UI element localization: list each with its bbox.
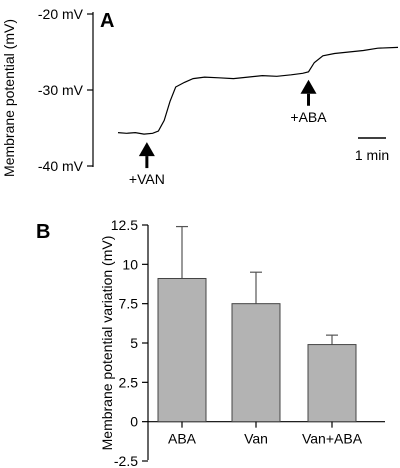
panel-b-y-tick-label: 2.5 [119,374,139,390]
panel-a-ylabel: Membrane potential (mV) [1,19,17,177]
panel-b-y-tick-label: 5 [130,335,138,351]
panel-b-category-label: Van+ABA [302,431,363,447]
panel-a-trace [117,46,399,135]
van-arrow-head [138,142,155,157]
panel-b-y-tick-label: 10 [122,256,138,272]
panel-b-y-tick-label: 12.5 [111,217,138,233]
panel-b-category-label: ABA [168,431,197,447]
aba-annotation-label: +ABA [290,109,327,125]
panel-a-scale-bar-label: 1 min [355,147,389,163]
panel-b-y-tick-label: 7.5 [119,296,139,312]
panel-b-category-label: Van [244,431,268,447]
panel-b-y-tick-label: -2.5 [114,453,138,468]
bar-aba [157,277,207,423]
bar-van-plus-aba [307,344,357,423]
bar-van [231,303,281,423]
van-annotation-label: +VAN [129,171,165,187]
panel-a-y-tick-label: -20 mV [38,6,84,22]
panel-a-y-tick-label: -40 mV [38,158,84,174]
panel-a-label: A [100,10,114,32]
panel-a-y-tick-label: -30 mV [38,82,84,98]
panel-b-ylabel: Membrane potential variation (mV) [99,236,115,451]
panel-b-label: B [36,221,50,243]
panel-b-y-tick-label: 0 [130,414,138,430]
aba-arrow-head [300,79,317,94]
